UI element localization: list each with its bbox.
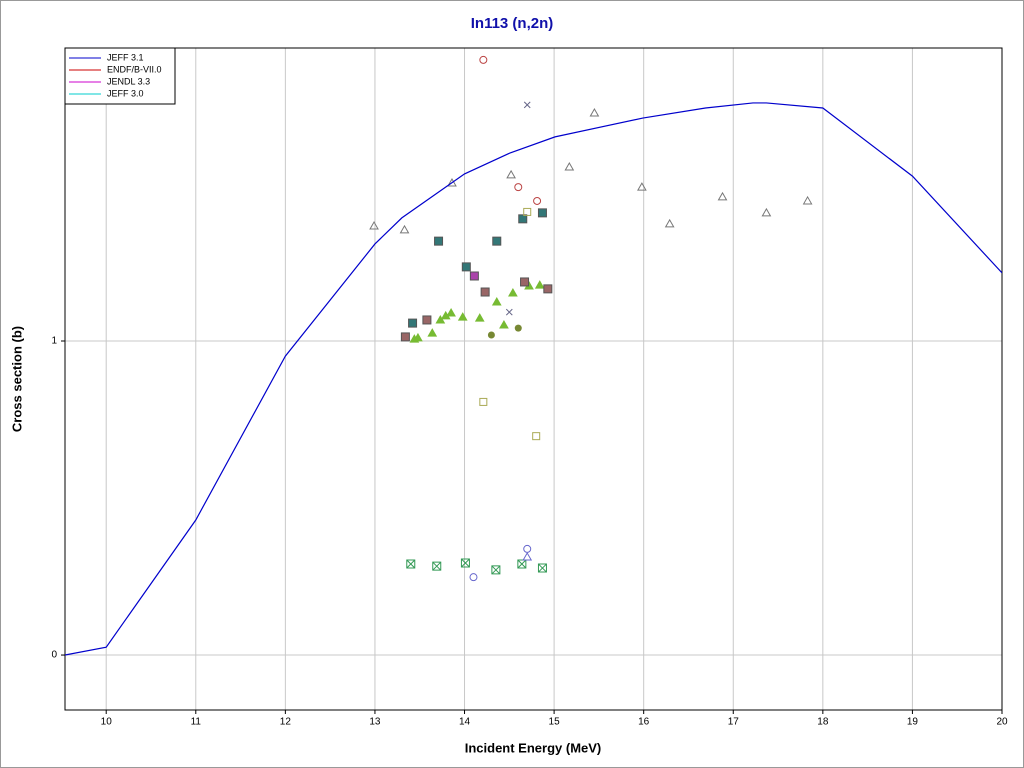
point (492, 236, 502, 246)
point (399, 224, 410, 234)
point (664, 218, 675, 228)
point (534, 280, 545, 289)
point (499, 319, 509, 329)
series-line (65, 102, 1002, 656)
point (506, 169, 516, 179)
point (479, 55, 488, 64)
x-tick-label: 20 (996, 717, 1008, 728)
x-axis-title: Incident Energy (MeV) (465, 740, 602, 755)
point (637, 182, 647, 191)
point (522, 552, 533, 561)
point (505, 308, 513, 316)
x-tick-label: 19 (907, 717, 919, 728)
point (533, 196, 542, 205)
point (427, 328, 438, 337)
point (537, 208, 547, 218)
legend-label: JENDL 3.3 (107, 76, 150, 86)
point (514, 183, 523, 192)
point (447, 178, 457, 187)
point (537, 563, 547, 573)
point (761, 207, 772, 217)
point (457, 312, 468, 321)
chart-title: In113 (n,2n) (471, 15, 554, 32)
point (520, 277, 530, 287)
point (589, 107, 600, 117)
point (474, 313, 485, 322)
point (400, 332, 410, 342)
point (432, 561, 442, 571)
point (802, 195, 813, 205)
point (460, 558, 470, 568)
point (422, 315, 432, 325)
legend-label: JEFF 3.0 (107, 88, 144, 98)
point (469, 573, 478, 582)
point (564, 162, 575, 171)
point (413, 332, 423, 342)
x-tick-label: 10 (101, 717, 113, 728)
point (487, 331, 495, 339)
point (491, 297, 502, 306)
plot-area (65, 48, 1002, 710)
legend-label: JEFF 3.1 (107, 52, 144, 62)
point (461, 262, 471, 272)
legend-box (64, 47, 176, 105)
point (406, 559, 416, 569)
x-tick-label: 11 (191, 717, 202, 728)
point (508, 287, 518, 297)
point (479, 397, 488, 406)
point (532, 432, 541, 441)
point (469, 271, 479, 281)
y-axis-title: Cross section (b) (9, 326, 24, 432)
x-tick-label: 16 (638, 717, 650, 728)
point (446, 308, 456, 317)
y-tick-label: 1 (51, 336, 57, 347)
point (369, 221, 379, 230)
point (480, 287, 490, 297)
x-tick-label: 15 (549, 717, 561, 728)
x-tick-label: 17 (728, 717, 740, 728)
x-tick-label: 13 (369, 717, 381, 728)
point (523, 101, 531, 109)
point (717, 191, 728, 201)
legend-label: ENDF/B-VII.0 (107, 64, 162, 74)
plot-border (64, 47, 1003, 711)
point (518, 214, 528, 224)
point (435, 314, 446, 324)
x-tick-label: 12 (280, 717, 292, 728)
point (543, 284, 553, 294)
x-tick-label: 18 (817, 717, 829, 728)
point (514, 324, 522, 332)
y-tick-label: 0 (51, 650, 57, 661)
point (434, 236, 444, 246)
point (523, 207, 532, 216)
x-tick-label: 14 (459, 717, 471, 728)
point (491, 565, 501, 575)
point (408, 318, 418, 328)
